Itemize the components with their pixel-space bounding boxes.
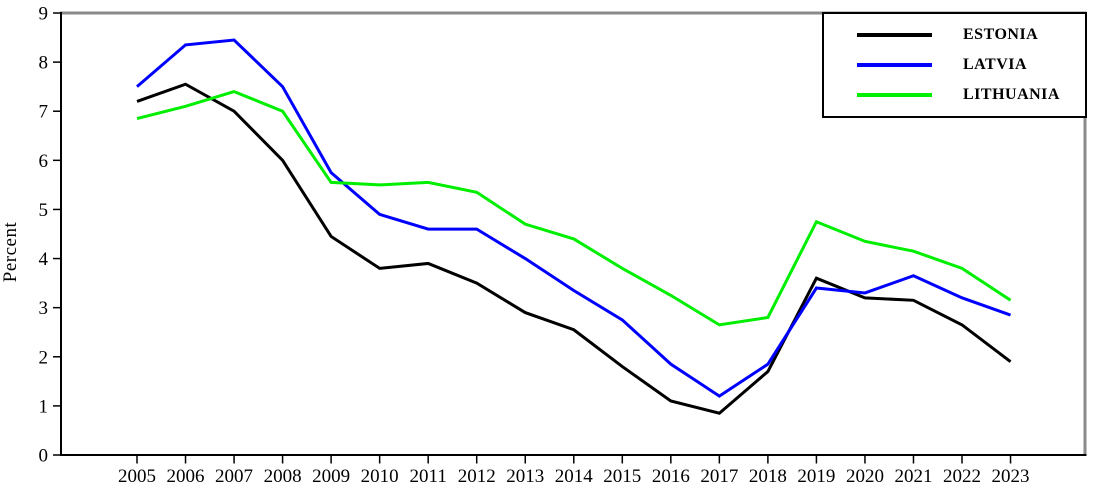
- series-line-estonia: [136, 82, 1012, 415]
- x-tick-label: 2006: [167, 466, 205, 487]
- y-tick-label: 3: [39, 298, 49, 319]
- x-tick-label: 2016: [652, 466, 690, 487]
- legend-label-estonia: ESTONIA: [963, 26, 1039, 43]
- legend-label-lithuania: LITHUANIA: [963, 86, 1060, 103]
- x-tick-label: 2007: [215, 466, 253, 487]
- legend-item-lithuania: LITHUANIA: [824, 80, 1085, 110]
- y-tick-label: 8: [39, 53, 49, 74]
- x-tick-label: 2005: [118, 466, 156, 487]
- x-tick-label: 2012: [458, 466, 496, 487]
- x-tick-label: 2008: [264, 466, 302, 487]
- x-tick-label: 2018: [749, 466, 787, 487]
- y-tick-label: 4: [39, 249, 49, 270]
- x-tick-label: 2020: [846, 466, 884, 487]
- x-tick-label: 2009: [312, 466, 350, 487]
- legend: ESTONIA LATVIA LITHUANIA: [822, 12, 1087, 118]
- y-tick-label: 2: [39, 347, 49, 368]
- lithuania-line-swatch: [857, 93, 932, 97]
- legend-item-latvia: LATVIA: [824, 50, 1085, 80]
- legend-label-latvia: LATVIA: [963, 56, 1028, 73]
- x-tick-label: 2013: [506, 466, 544, 487]
- series-line-lithuania: [136, 89, 1012, 327]
- y-tick-label: 6: [39, 151, 49, 172]
- x-tick-label: 2017: [700, 466, 738, 487]
- x-tick-label: 2010: [361, 466, 399, 487]
- x-tick-label: 2015: [603, 466, 641, 487]
- x-tick-label: 2011: [410, 466, 447, 487]
- y-axis-title: Percent: [0, 221, 21, 283]
- y-tick-label: 9: [39, 4, 49, 25]
- latvia-line-swatch: [857, 63, 932, 67]
- x-tick-label: 2019: [797, 466, 835, 487]
- y-tick-label: 0: [39, 446, 49, 467]
- estonia-line-swatch: [857, 33, 932, 37]
- y-tick-label: 1: [39, 396, 49, 417]
- x-tick-label: 2023: [992, 466, 1030, 487]
- x-tick-label: 2014: [555, 466, 594, 487]
- series-line-latvia: [136, 38, 1012, 398]
- x-tick-label: 2021: [894, 466, 932, 487]
- y-tick-label: 5: [39, 200, 49, 221]
- legend-item-estonia: ESTONIA: [824, 20, 1085, 50]
- y-tick-label: 7: [39, 102, 49, 123]
- x-tick-label: 2022: [943, 466, 981, 487]
